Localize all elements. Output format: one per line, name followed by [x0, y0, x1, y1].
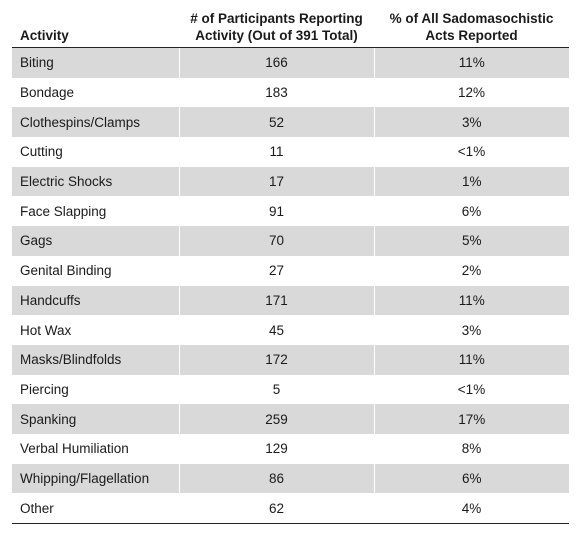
count-cell: 166	[178, 47, 374, 78]
header-participants-line2: Activity (Out of 391 Total)	[195, 28, 358, 43]
header-participants: # of Participants Reporting Activity (Ou…	[179, 8, 374, 48]
percent-cell: <1%	[457, 144, 486, 160]
activity-cell: Genital Binding	[20, 263, 112, 279]
count-cell: 259	[178, 404, 374, 434]
count-cell: 91	[268, 203, 285, 219]
percent-cell: 5%	[373, 226, 569, 256]
activity-cell: Face Slapping	[20, 203, 107, 219]
activity-table-container: Activity # of Participants Reporting Act…	[12, 8, 569, 525]
activity-cell: Piercing	[20, 381, 69, 397]
table-row: Clothespins/Clamps 52 3%	[12, 107, 569, 138]
activity-cell: Hot Wax	[20, 322, 72, 338]
count-cell: 62	[179, 493, 374, 525]
activity-cell: Clothespins/Clamps	[12, 107, 179, 138]
count-cell: 70	[178, 226, 374, 256]
table-body: Biting 166 11% Bondage 183 12% Clothespins/Cla…	[12, 47, 569, 525]
activity-cell: Handcuffs	[12, 285, 179, 316]
table-row: Piercing 5 <1%	[12, 375, 569, 405]
header-activity-label: Activity	[20, 28, 69, 43]
percent-cell: 1%	[373, 166, 569, 197]
activity-cell: Cutting	[20, 144, 63, 160]
table-row: Biting 166 11%	[12, 47, 569, 78]
table-row: Hot Wax 45 3%	[12, 315, 569, 345]
count-cell: 172	[178, 344, 374, 375]
percent-cell: 11%	[373, 344, 569, 375]
header-percent: % of All Sadomasochistic Acts Reported	[374, 8, 569, 48]
percent-cell: 11%	[373, 285, 569, 316]
percent-cell: 11%	[373, 47, 569, 78]
activity-cell: Biting	[12, 47, 179, 78]
activity-cell: Bondage	[20, 85, 75, 101]
count-cell: 183	[265, 85, 288, 101]
count-cell: 171	[178, 285, 374, 316]
table-row: Electric Shocks 17 1%	[12, 166, 569, 197]
percent-cell: <1%	[457, 381, 486, 397]
table-row: Cutting 11 <1%	[12, 137, 569, 167]
header-activity: Activity	[12, 8, 179, 48]
percent-cell: 6%	[373, 463, 569, 494]
table-row: Face Slapping 91 6%	[12, 196, 569, 226]
count-cell: 27	[268, 263, 285, 279]
table-header: Activity # of Participants Reporting Act…	[12, 8, 569, 48]
count-cell: 5	[272, 381, 281, 397]
percent-cell: 2%	[461, 263, 482, 279]
table-row: Spanking 259 17%	[12, 404, 569, 434]
count-cell: 129	[265, 441, 288, 457]
table-row: Genital Binding 27 2%	[12, 256, 569, 286]
header-participants-line1: # of Participants Reporting	[190, 11, 363, 26]
table-row: Gags 70 5%	[12, 226, 569, 256]
table-row: Masks/Blindfolds 172 11%	[12, 344, 569, 375]
table-row: Handcuffs 171 11%	[12, 285, 569, 316]
header-row: Activity # of Participants Reporting Act…	[12, 8, 569, 48]
activity-cell: Other	[12, 493, 179, 525]
activity-cell: Verbal Humiliation	[20, 441, 129, 457]
percent-cell: 12%	[457, 85, 486, 101]
header-percent-line1: % of All Sadomasochistic	[389, 11, 554, 26]
activity-cell: Whipping/Flagellation	[12, 463, 179, 494]
percent-cell: 3%	[461, 322, 482, 338]
activity-cell: Electric Shocks	[12, 166, 179, 197]
table-row: Verbal Humiliation 129 8%	[12, 434, 569, 464]
activity-cell: Masks/Blindfolds	[12, 344, 179, 375]
count-cell: 86	[178, 463, 374, 494]
activity-cell: Spanking	[12, 404, 179, 434]
percent-cell: 4%	[374, 493, 569, 525]
count-cell: 45	[268, 322, 285, 338]
header-percent-line2: Acts Reported	[425, 28, 518, 43]
activity-table: Activity # of Participants Reporting Act…	[12, 8, 569, 525]
table-row: Other 62 4%	[12, 493, 569, 525]
percent-cell: 6%	[461, 203, 482, 219]
table-row: Bondage 183 12%	[12, 78, 569, 108]
count-cell: 11	[269, 144, 284, 160]
table-row: Whipping/Flagellation 86 6%	[12, 463, 569, 494]
percent-cell: 3%	[373, 107, 569, 138]
percent-cell: 17%	[373, 404, 569, 434]
count-cell: 52	[178, 107, 374, 138]
percent-cell: 8%	[461, 441, 482, 457]
count-cell: 17	[178, 166, 374, 197]
activity-cell: Gags	[12, 226, 179, 256]
